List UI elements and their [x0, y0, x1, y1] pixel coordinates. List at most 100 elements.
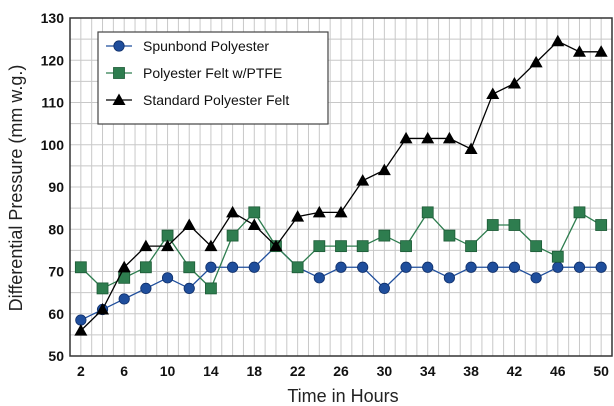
x-axis-label: Time in Hours — [287, 386, 398, 406]
series-0 — [75, 240, 607, 326]
data-point-triangle — [247, 218, 261, 231]
x-tick-label: 26 — [333, 363, 349, 379]
legend-marker-triangle — [112, 93, 126, 105]
y-tick-label: 80 — [48, 221, 64, 237]
x-tick-label: 42 — [507, 363, 523, 379]
data-point-square — [313, 240, 326, 253]
data-point-circle — [378, 282, 390, 294]
x-tick-label: 18 — [246, 363, 262, 379]
data-point-triangle — [117, 260, 131, 273]
data-point-triangle — [334, 205, 348, 218]
data-point-circle — [552, 261, 564, 273]
data-point-circle — [487, 261, 499, 273]
data-point-triangle — [421, 131, 435, 144]
x-tick-label: 46 — [550, 363, 566, 379]
x-tick-label: 2 — [77, 363, 85, 379]
legend-label: Standard Polyester Felt — [143, 92, 289, 108]
data-point-square — [183, 261, 196, 274]
data-point-square — [508, 219, 521, 231]
data-point-square — [573, 206, 586, 219]
data-point-circle — [75, 314, 87, 326]
data-point-circle — [400, 261, 412, 273]
data-point-triangle — [572, 45, 586, 57]
data-point-circle — [335, 261, 347, 273]
legend-marker-square — [113, 67, 125, 79]
data-point-square — [356, 240, 369, 253]
data-point-circle — [357, 261, 369, 273]
plot-frame — [69, 17, 613, 357]
y-axis-label: Differential Pressure (mm w.g.) — [6, 65, 26, 312]
legend-entry: Polyester Felt w/PTFE — [106, 65, 282, 81]
data-point-triangle — [486, 87, 500, 100]
data-point-square — [530, 240, 543, 253]
x-tick-label: 34 — [420, 363, 436, 379]
data-point-circle — [183, 282, 195, 294]
x-tick-label: 30 — [377, 363, 393, 379]
data-point-square — [595, 219, 608, 231]
data-point-circle — [205, 261, 217, 273]
data-point-square — [96, 282, 109, 295]
data-point-square — [335, 240, 347, 253]
data-point-triangle — [96, 303, 110, 315]
y-tick-label: 90 — [48, 179, 64, 195]
y-tick-label: 120 — [41, 52, 65, 68]
data-point-circle — [248, 261, 260, 273]
data-point-square — [421, 206, 434, 219]
x-tick-label: 6 — [120, 363, 128, 379]
data-point-square — [226, 229, 239, 242]
x-tick-label: 22 — [290, 363, 306, 379]
x-tick-label: 38 — [463, 363, 479, 379]
legend-label: Spunbond Polyester — [143, 38, 269, 54]
data-point-triangle — [529, 55, 543, 68]
data-point-square — [400, 240, 412, 253]
data-point-triangle — [161, 239, 175, 252]
data-point-square — [378, 229, 391, 242]
data-point-circle — [530, 272, 542, 284]
legend-label: Polyester Felt w/PTFE — [143, 65, 282, 81]
data-point-circle — [161, 272, 174, 284]
series-layer — [74, 34, 608, 336]
series-2 — [74, 34, 608, 336]
data-point-triangle — [377, 163, 391, 176]
data-point-triangle — [399, 131, 413, 144]
data-point-triangle — [442, 131, 456, 144]
data-point-square — [443, 229, 456, 242]
x-tick-label: 10 — [160, 363, 176, 379]
data-point-square — [551, 250, 564, 263]
data-point-triangle — [356, 174, 370, 186]
data-point-triangle — [74, 324, 88, 336]
legend: Spunbond Polyester Polyester Felt w/PTFE S… — [97, 31, 329, 125]
data-point-circle — [465, 261, 477, 273]
x-tick-label: 50 — [593, 363, 609, 379]
data-point-circle — [422, 261, 434, 273]
data-point-triangle — [226, 205, 240, 218]
data-point-circle — [573, 261, 586, 273]
legend-entry: Spunbond Polyester — [106, 38, 269, 54]
data-point-triangle — [551, 34, 565, 47]
data-point-square — [248, 206, 261, 219]
data-point-triangle — [139, 239, 153, 252]
data-point-square — [486, 219, 499, 231]
data-point-circle — [118, 293, 130, 305]
data-point-circle — [313, 272, 325, 284]
data-point-square — [291, 261, 304, 274]
y-tick-label: 50 — [48, 348, 64, 364]
data-point-triangle — [312, 205, 326, 218]
y-tick-label: 110 — [41, 95, 64, 111]
data-point-circle — [140, 282, 152, 294]
data-point-triangle — [182, 218, 196, 231]
data-point-triangle — [507, 76, 521, 89]
data-point-square — [161, 229, 174, 242]
y-tick-label: 130 — [41, 10, 65, 26]
data-point-triangle — [291, 210, 305, 222]
data-point-triangle — [594, 45, 608, 57]
tick-labels: 2 6 10 14 18 22 26 30 34 38 42 46 505060708090100110… — [41, 10, 610, 379]
data-point-circle — [443, 272, 455, 284]
legend-box — [97, 31, 329, 125]
y-tick-label: 60 — [48, 306, 64, 322]
data-point-square — [205, 282, 217, 295]
data-point-circle — [508, 261, 521, 273]
series-1 — [74, 206, 608, 295]
y-tick-label: 70 — [48, 264, 64, 280]
